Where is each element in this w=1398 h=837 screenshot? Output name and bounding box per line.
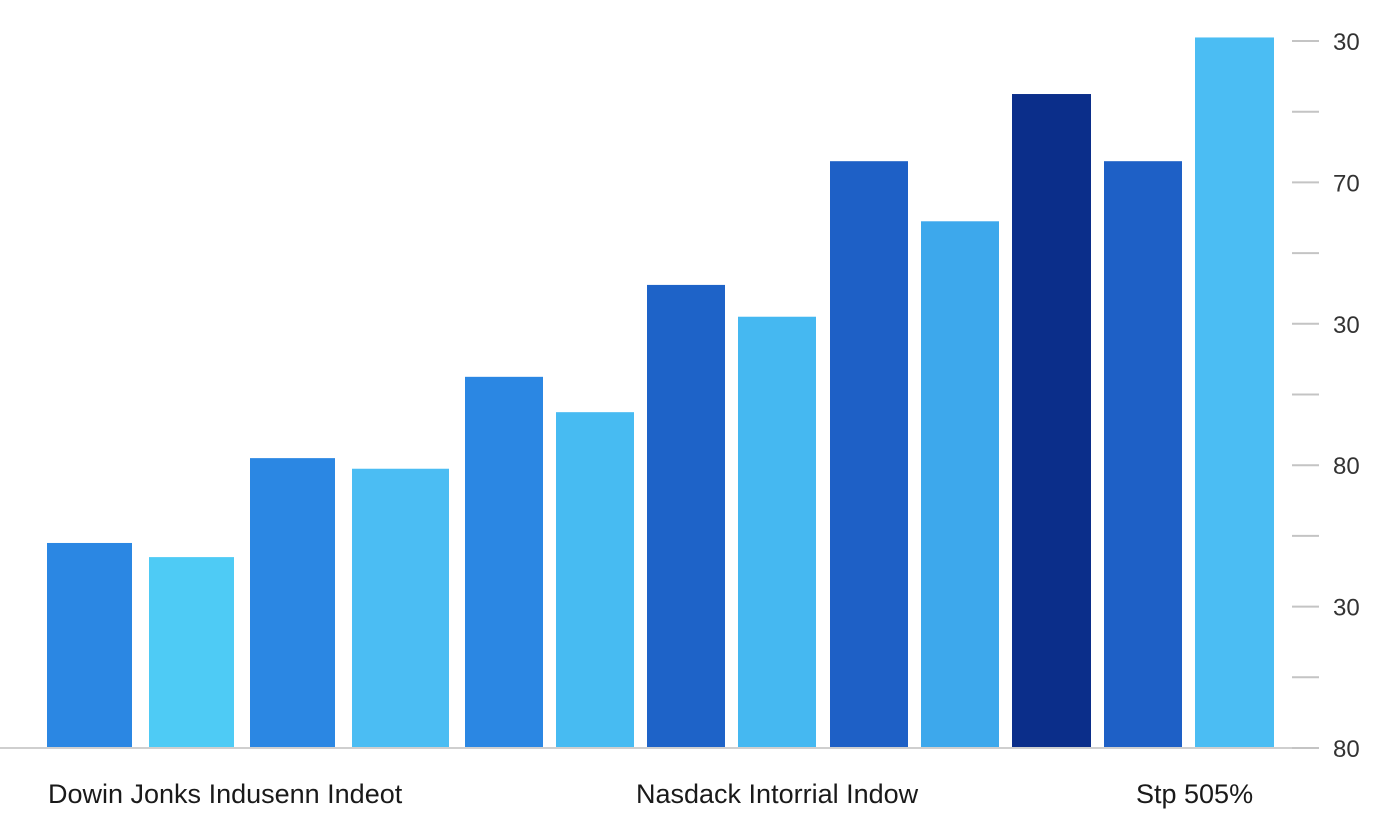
y-tick-label-1: 30	[1333, 29, 1360, 56]
category-label-dow: Dowin Jonks Indusenn Indeot	[48, 779, 403, 809]
bar-7	[647, 284, 725, 748]
y-tick-label-9: 30	[1333, 595, 1360, 622]
category-label-sp: Stp 505%	[1136, 779, 1253, 809]
bar-8	[738, 316, 816, 748]
bar-10	[921, 221, 999, 748]
bar-2	[149, 557, 234, 748]
bar-13	[1195, 37, 1274, 748]
bar-3	[250, 458, 335, 748]
y-tick-label-3: 70	[1333, 170, 1360, 197]
bars-group	[47, 37, 1274, 748]
bar-4	[352, 468, 449, 748]
y-tick-label-11: 80	[1333, 736, 1360, 763]
bar-6	[556, 412, 634, 748]
y-axis: 30 70 30 80 30 80	[1292, 29, 1360, 763]
x-axis-labels: Dowin Jonks Indusenn Indeot Nasdack Into…	[48, 779, 1253, 809]
bar-11	[1012, 94, 1091, 748]
bar-12	[1104, 161, 1182, 748]
category-label-nasdaq: Nasdack Intorrial Indow	[636, 779, 919, 809]
bar-1	[47, 542, 132, 748]
y-tick-label-7: 80	[1333, 453, 1360, 480]
y-tick-label-5: 30	[1333, 312, 1360, 339]
bar-9	[830, 161, 908, 748]
bar-5	[465, 376, 543, 748]
